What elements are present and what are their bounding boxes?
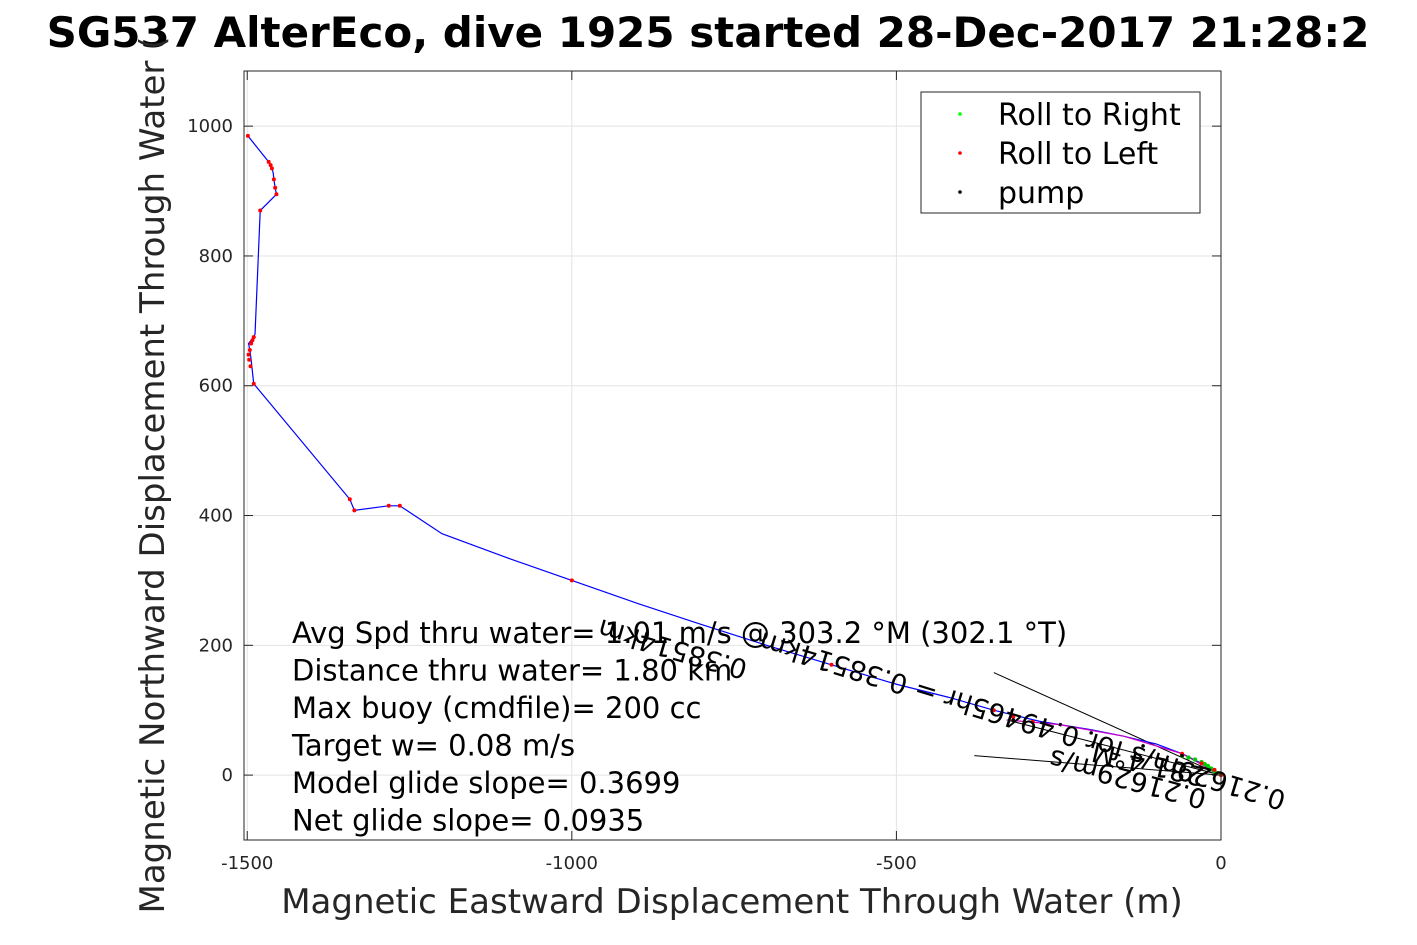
y-tick-label: 1000 [187,116,233,137]
roll-left-point [1199,761,1204,766]
roll-right-point [1192,757,1198,762]
legend-box [920,91,1201,214]
legend-label: pump [998,176,1084,211]
stat-line: Target w= 0.08 m/s [291,729,575,763]
stat-line: Net glide slope= 0.0935 [292,804,644,838]
roll-right-point [1186,755,1191,760]
roll-left-point [991,708,996,713]
roll-left-point [569,578,574,583]
roll-left-point [352,508,357,513]
legend-marker [958,151,962,155]
x-tick-label: 0 [1215,853,1226,874]
current-line [993,672,1222,776]
roll-left-point [245,133,250,138]
roll-left-point [1030,719,1035,724]
roll-left-point [247,357,252,362]
pump-point [1089,731,1093,735]
roll-left-point [347,497,352,502]
roll-right-point [1215,770,1220,776]
legend-label: Roll to Right [998,98,1181,133]
x-tick-label: -1000 [546,853,598,874]
roll-left-point [268,163,273,168]
y-tick-label: 400 [199,506,233,527]
current-line [1006,719,1222,776]
pump-point [1141,744,1145,748]
y-tick-label: 600 [199,376,233,397]
roll-right-point [1202,761,1207,767]
roll-left-point [249,341,254,346]
roll-right-point [1209,766,1214,771]
tick-labels: -1500 -1000 -500 0 0 200 400 600 800 1000 [187,116,1227,874]
roll-left-point [274,192,279,197]
roll-right-point [1205,763,1211,769]
roll-left-point [250,338,255,343]
x-axis-label: Magnetic Eastward Displacement Through W… [281,882,1183,922]
pump-point [1011,718,1016,722]
y-tick-label: 800 [199,246,233,267]
tick-marks [244,71,1222,840]
y-tick-label: 200 [199,635,233,656]
pump-point [1180,753,1184,758]
roll-left-point [248,364,253,369]
roll-left-point [251,381,256,386]
roll-left-point [1212,767,1217,772]
roll-left-point [269,166,274,171]
roll-left-point [273,185,278,190]
legend-marker [958,190,962,194]
roll-left-point [246,352,251,357]
roll-left-point [397,503,402,508]
roll-left-point [1011,714,1016,719]
roll-left-point [829,662,834,667]
stat-line: Max buoy (cmdfile)= 200 cc [292,691,701,725]
roll-left-point [271,177,276,182]
stat-line: Model glide slope= 0.3699 [292,766,680,800]
x-tick-label: -1500 [221,853,273,874]
chart-title: SG537 AlterEco, dive 1925 started 28-Dec… [47,8,1370,57]
roll-left-point [266,159,271,164]
legend-items: Roll to Right Roll to Left pump [958,98,1181,211]
plot-frame [243,70,1222,841]
current-line [974,755,1222,776]
legend: Roll to Right Roll to Left pump [920,91,1201,214]
roll-left-point [251,335,256,340]
roll-left-point [258,208,263,213]
legend-marker [958,112,962,116]
dive-statistics: Avg Spd thru water= 1.01 m/s @ 303.2 °M … [291,616,1067,838]
y-tick-label: 0 [222,765,233,786]
roll-left-point [386,503,391,508]
y-axis-label: Magnetic Northward Displacement Through … [133,37,173,914]
stat-line: Avg Spd thru water= 1.01 m/s @ 303.2 °M … [292,616,1067,650]
legend-label: Roll to Left [998,137,1158,172]
series-layer [245,133,1223,778]
x-tick-label: -500 [876,853,917,874]
stat-line: Distance thru water= 1.80 km [292,654,732,688]
roll-left-point [247,348,252,353]
